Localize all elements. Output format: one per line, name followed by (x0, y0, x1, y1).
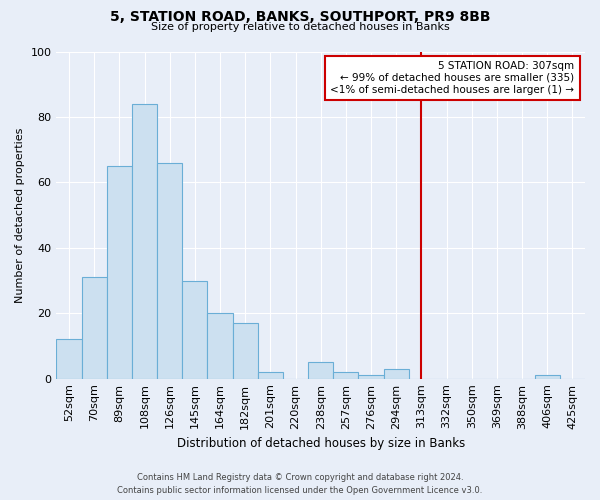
Y-axis label: Number of detached properties: Number of detached properties (15, 128, 25, 303)
Bar (208, 313, 233, 378)
Text: 5 STATION ROAD: 307sqm
← 99% of detached houses are smaller (335)
<1% of semi-de: 5 STATION ROAD: 307sqm ← 99% of detached… (331, 62, 574, 94)
Bar (308, 362, 333, 378)
Bar (182, 280, 208, 378)
Bar (157, 162, 182, 378)
Bar (132, 104, 157, 378)
Bar (383, 369, 409, 378)
Bar (233, 323, 258, 378)
Text: 5, STATION ROAD, BANKS, SOUTHPORT, PR9 8BB: 5, STATION ROAD, BANKS, SOUTHPORT, PR9 8… (110, 10, 490, 24)
Bar (82, 278, 107, 378)
Bar (358, 376, 383, 378)
Bar (258, 372, 283, 378)
Bar (535, 376, 560, 378)
Text: Size of property relative to detached houses in Banks: Size of property relative to detached ho… (151, 22, 449, 32)
Bar (56, 340, 82, 378)
X-axis label: Distribution of detached houses by size in Banks: Distribution of detached houses by size … (176, 437, 465, 450)
Bar (333, 372, 358, 378)
Text: Contains HM Land Registry data © Crown copyright and database right 2024.
Contai: Contains HM Land Registry data © Crown c… (118, 474, 482, 495)
Bar (107, 166, 132, 378)
